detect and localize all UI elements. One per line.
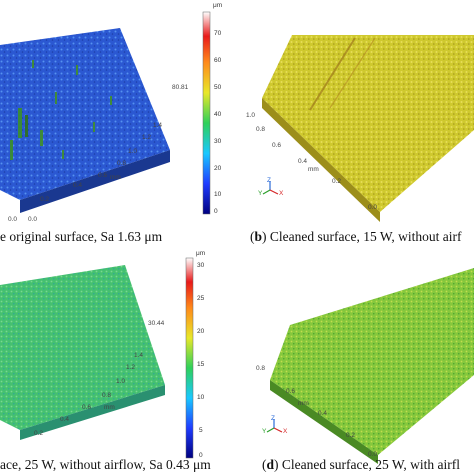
axis-tick-b: 0.2 <box>332 178 342 185</box>
caption-b-text: Cleaned surface, 15 W, without airf <box>269 229 462 244</box>
axis-tick-a: 1.4 <box>153 122 163 129</box>
axis-tick-b: 0.4 <box>298 158 308 165</box>
colorbar-c-tick: 20 <box>197 328 205 335</box>
colorbar-a-tick: 30 <box>214 138 222 145</box>
surface-d <box>270 268 474 464</box>
axis-tick-c: 1.4 <box>134 352 144 359</box>
axis-tick-c: 1.2 <box>126 364 136 371</box>
caption-d: (d) Cleaned surface, 25 W, with airfl <box>262 457 460 472</box>
caption-b-label: b <box>254 229 263 244</box>
colorbar-a-unit: μm <box>213 2 223 9</box>
colorbar-a-tick: 10 <box>214 191 222 198</box>
colorbar-a <box>202 11 211 215</box>
axis-unit-b: mm <box>308 166 319 173</box>
axis-tick-a: 0.2 <box>40 196 50 203</box>
caption-b: (b) Cleaned surface, 15 W, without airf <box>250 229 462 244</box>
axes-orientation-icon-b <box>262 181 279 195</box>
colorbar-c <box>185 257 194 459</box>
colorbar-a-tick: 60 <box>214 57 222 64</box>
axis-tick-c: 1.0 <box>116 378 126 385</box>
axis-tick-d: 0.4 <box>318 410 328 417</box>
axis-tick-a: 0.0 <box>28 216 38 223</box>
colorbar-c-tick: 0 <box>199 452 203 459</box>
axis-unit-c: mm <box>104 404 115 411</box>
caption-a-text: e original surface, Sa 1.63 μm <box>0 229 163 244</box>
axis-tick-a: 0.4 <box>73 182 83 189</box>
surface-c <box>0 265 165 440</box>
axis-tick-a: 1.0 <box>128 148 138 155</box>
caption-c-text: ace, 25 W, without airflow, Sa 0.43 μm <box>0 457 211 472</box>
axis-tick-a: 0.8 <box>117 160 127 167</box>
axis-tick-a: 0.6 <box>98 172 108 179</box>
caption-d-label: d <box>266 457 275 472</box>
colorbar-c-tick: 15 <box>197 361 205 368</box>
axis-icon-y-b: Y <box>258 190 263 197</box>
axis-tick-c: 0.2 <box>34 430 44 437</box>
caption-d-text: Cleaned surface, 25 W, with airfl <box>281 457 460 472</box>
colorbar-c-tick: 5 <box>199 427 203 434</box>
axis-tick-b: 0.6 <box>272 142 282 149</box>
axis-tick-d: 0.0 <box>368 451 378 458</box>
axis-icon-x-d: X <box>283 428 288 435</box>
axis-icon-z-d: Z <box>271 415 275 422</box>
colorbar-c-tick: 10 <box>197 394 205 401</box>
axis-tick-b: 1.0 <box>246 112 256 119</box>
axis-unit-a: mm <box>110 174 121 181</box>
surface-b <box>262 35 474 222</box>
axis-tick-d: 0.2 <box>346 432 356 439</box>
axis-unit-d: mm <box>298 400 309 407</box>
axis-icon-z-b: Z <box>267 177 271 184</box>
colorbar-a-tick: 40 <box>214 111 222 118</box>
colorbar-c-tick: 25 <box>197 295 205 302</box>
axis-tick-c: 0.4 <box>60 416 70 423</box>
axes-orientation-icon-d <box>266 419 283 433</box>
colorbar-a-tick: 20 <box>214 165 222 172</box>
surface-a <box>0 28 170 213</box>
axis-icon-y-d: Y <box>262 428 267 435</box>
colorbar-a-tick: 70 <box>214 30 222 37</box>
axis-tick-c: 0.6 <box>82 404 92 411</box>
axis-tick-a: 80.81 <box>172 84 189 91</box>
axis-corner-a: 0.0 <box>8 216 18 223</box>
axis-tick-c: 30.44 <box>148 320 165 327</box>
axis-tick-d: 0.8 <box>256 365 266 372</box>
axis-tick-b: 0.0 <box>368 204 378 211</box>
colorbar-c-tick: 30 <box>197 262 205 269</box>
axis-tick-a: 1.2 <box>142 134 152 141</box>
colorbar-c-unit: μm <box>196 250 206 257</box>
axis-tick-b: 0.8 <box>256 126 266 133</box>
colorbar-a-tick: 50 <box>214 84 222 91</box>
axis-tick-d: 0.6 <box>286 388 296 395</box>
caption-a: e original surface, Sa 1.63 μm <box>0 229 162 245</box>
axis-icon-x-b: X <box>279 190 284 197</box>
axis-tick-c: 0.8 <box>102 392 112 399</box>
caption-c: ace, 25 W, without airflow, Sa 0.43 μm <box>0 457 211 473</box>
colorbar-a-tick: 0 <box>214 208 218 215</box>
